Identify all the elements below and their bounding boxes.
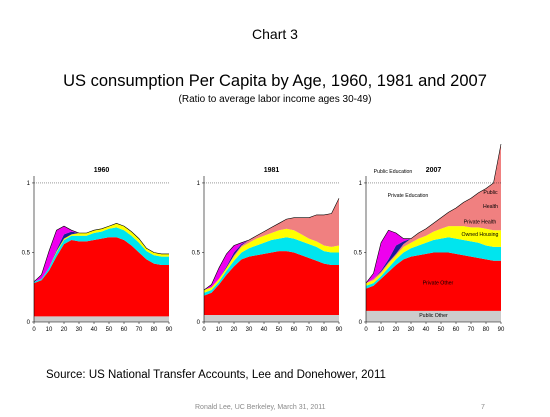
x-tick-label: 10 — [216, 327, 223, 333]
area-private-other — [204, 251, 339, 315]
x-tick-label: 90 — [336, 327, 343, 333]
x-tick-label: 20 — [61, 327, 68, 333]
chart-subtitle: (Ratio to average labor income ages 30-4… — [178, 94, 372, 105]
y-tick-label: 0.5 — [354, 250, 363, 256]
annotation-label: Public Education — [374, 169, 413, 175]
x-tick-label: 90 — [498, 327, 505, 333]
area-public-other — [366, 310, 501, 322]
annotation-label: Private Other — [423, 280, 454, 286]
x-tick-label: 40 — [261, 327, 268, 333]
x-tick-label: 80 — [151, 327, 158, 333]
x-tick-label: 20 — [393, 327, 400, 333]
annotation-label: Health — [483, 204, 498, 210]
area-public-other — [204, 315, 339, 322]
area-owned-housing — [366, 237, 501, 289]
x-tick-label: 80 — [321, 327, 328, 333]
x-tick-label: 10 — [378, 327, 385, 333]
area-private-education — [366, 144, 501, 284]
x-tick-label: 70 — [468, 327, 475, 333]
x-tick-label: 0 — [364, 327, 368, 333]
x-tick-label: 60 — [453, 327, 460, 333]
x-tick-label: 40 — [91, 327, 98, 333]
chart-main-title: US consumption Per Capita by Age, 1960, … — [63, 72, 487, 90]
slide-heading: Chart 3 — [252, 26, 298, 42]
y-tick-label: 1 — [27, 181, 31, 187]
x-tick-label: 50 — [276, 327, 283, 333]
x-tick-label: 80 — [483, 327, 490, 333]
area-owned-housing — [34, 227, 169, 284]
area-public-education — [366, 144, 501, 284]
annotation-label: Private Health — [464, 219, 497, 225]
x-tick-label: 30 — [408, 327, 415, 333]
x-tick-label: 30 — [76, 327, 83, 333]
x-tick-label: 20 — [231, 327, 238, 333]
y-tick-label: 0 — [27, 320, 31, 326]
x-tick-label: 10 — [46, 327, 53, 333]
y-tick-label: 0.5 — [22, 250, 31, 256]
x-tick-label: 70 — [306, 327, 313, 333]
x-tick-label: 30 — [246, 327, 253, 333]
area-owned-housing — [204, 237, 339, 296]
total-outline — [365, 143, 502, 284]
chart-panel-1960: 1960 0 10 20 30 40 50 60 70 80 90 0 0.5 1 — [22, 167, 173, 333]
area-private-other — [34, 237, 169, 317]
area-private-health — [34, 223, 169, 282]
y-tick-label: 1 — [359, 181, 363, 187]
area-public-other — [34, 316, 169, 322]
y-tick-label: 0.5 — [192, 250, 201, 256]
x-tick-label: 0 — [202, 327, 206, 333]
y-tick-label: 0 — [359, 320, 363, 326]
x-tick-label: 60 — [121, 327, 128, 333]
slide-footer: Ronald Lee, UC Berkeley, March 31, 2011 — [195, 404, 326, 411]
y-tick-label: 1 — [197, 181, 201, 187]
annotation-label: Owned Housing — [462, 232, 499, 238]
chart-title: 1960 — [94, 167, 110, 174]
chart-title: 1981 — [264, 167, 280, 174]
area-private-health — [366, 226, 501, 286]
total-outline — [33, 222, 169, 282]
annotation-label: Public Other — [419, 313, 448, 319]
x-tick-label: 50 — [106, 327, 113, 333]
area-private-other — [366, 252, 501, 311]
x-tick-label: 60 — [291, 327, 298, 333]
x-tick-label: 50 — [438, 327, 445, 333]
y-tick-label: 0 — [197, 320, 201, 326]
x-tick-label: 70 — [136, 327, 143, 333]
annotation-label: Public — [483, 190, 498, 196]
source-note: Source: US National Transfer Accounts, L… — [46, 369, 386, 381]
chart-title: 2007 — [426, 167, 442, 174]
annotation-label: Private Education — [388, 193, 429, 199]
chart-panel-1981: 1981 0 10 20 30 40 50 60 70 80 90 0 0.5 1 — [192, 167, 343, 333]
x-tick-label: 0 — [32, 327, 36, 333]
total-outline — [203, 198, 340, 291]
area-public-health — [366, 144, 501, 284]
area-public-health — [204, 198, 339, 290]
chart-panel-2007: 2007 0 10 20 30 40 50 60 70 80 90 0 0.5 1 Public Educa… — [354, 143, 505, 333]
x-tick-label: 40 — [423, 327, 430, 333]
x-tick-label: 90 — [166, 327, 173, 333]
page-number: 7 — [481, 404, 485, 411]
